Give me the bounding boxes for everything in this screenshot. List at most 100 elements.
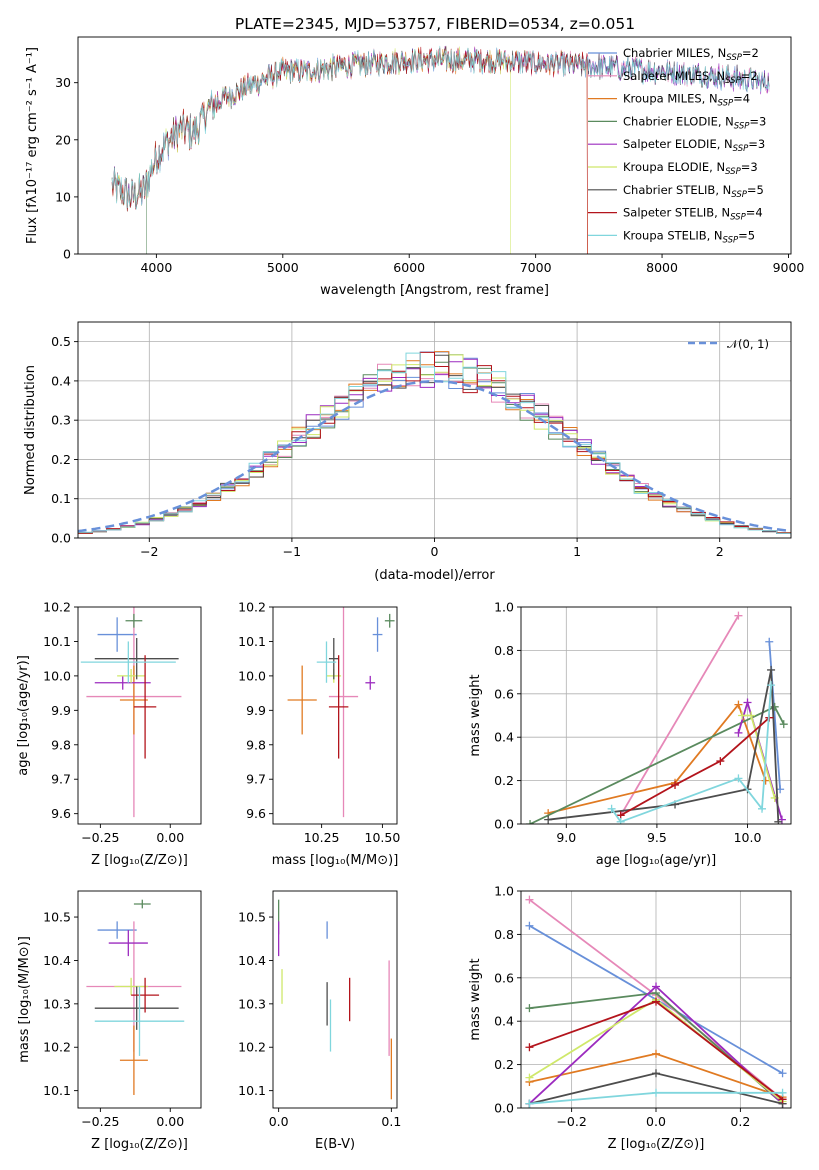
- spectrum-line-salpeter-stelib: [111, 46, 588, 254]
- panel-mass_vs_EBV: 0.0 0.1 10.1 10.2 10.3 10.4 10.5 E(B-V): [238, 890, 401, 1152]
- x-tick-label: 9.5: [647, 830, 667, 845]
- y-tick-label: 10.2: [43, 1040, 71, 1055]
- legend-entry: Chabrier MILES, NSSP=2: [623, 46, 759, 63]
- y-tick-label: 0.6: [494, 686, 514, 701]
- weight-marker: [652, 982, 660, 991]
- errorbar-salpeter-stelib: [133, 655, 157, 759]
- x-tick-label: −2: [140, 544, 158, 559]
- weight-marker: [607, 804, 616, 813]
- y-tick-label: 1.0: [494, 884, 514, 899]
- y-tick-label: 10.0: [238, 668, 266, 683]
- legend-entry: Salpeter MILES, NSSP=2: [623, 69, 758, 86]
- weight-marker: [525, 895, 534, 904]
- weight-marker: [671, 780, 680, 789]
- spectrum-legend: Chabrier MILES, NSSP=2 Salpeter MILES, NS…: [588, 46, 766, 245]
- weight-marker: [779, 720, 788, 729]
- x-tick-label: 1: [573, 544, 581, 559]
- legend-entry-normal: 𝒩(0, 1): [727, 337, 769, 351]
- x-axis-label: Z [log₁₀(Z/Z⊙)]: [608, 1137, 705, 1152]
- axes-frame: [77, 890, 202, 1109]
- y-tick-label: 9.8: [246, 737, 266, 752]
- x-tick-label: 10.50: [365, 830, 401, 845]
- weight-marker: [767, 665, 776, 674]
- panel-mass_vs_Z: −0.25 0.00 10.1 10.2 10.3 10.4 10.5 Z [log₁₀(Z/…: [17, 890, 202, 1152]
- y-tick-label: 10.1: [43, 634, 71, 649]
- x-tick-label: 0.1: [381, 1114, 401, 1129]
- weight-marker: [652, 1049, 660, 1058]
- weight-line: [619, 615, 740, 816]
- x-tick-label: 10.0: [734, 830, 762, 845]
- panel-age_vs_mass: 10.25 10.50 9.6 9.7 9.8 9.9 10.0 10.1 10.2 mass […: [238, 600, 401, 869]
- y-tick-label: 10.1: [43, 1083, 71, 1098]
- y-axis-label: Normed distribution: [23, 365, 38, 495]
- weight-marker: [716, 757, 725, 766]
- y-tick-label: 10.1: [238, 634, 266, 649]
- x-tick-label: 9000: [773, 260, 805, 275]
- axes-frame: [77, 321, 792, 539]
- x-axis-label: Z [log₁₀(Z/Z⊙)]: [91, 1137, 188, 1152]
- figure-title: PLATE=2345, MJD=53757, FIBERID=0534, z=0…: [235, 15, 635, 33]
- errorbar-chabrier-stelib: [94, 986, 179, 1030]
- axes-frame: [272, 606, 398, 825]
- legend-entry: Salpeter STELIB, NSSP=4: [623, 206, 763, 223]
- panel-spectrum: 4000 5000 6000 7000 8000 9000 0 10 20 30 Chabrier …: [25, 36, 805, 298]
- legend-entry: Salpeter ELODIE, NSSP=3: [623, 137, 765, 154]
- y-tick-label: 0.4: [51, 373, 71, 388]
- legend-entry: Chabrier ELODIE, NSSP=3: [623, 114, 766, 131]
- errorbar-kroupa-miles: [119, 1025, 148, 1095]
- y-axis-label: mass weight: [468, 674, 483, 756]
- weight-marker: [525, 1099, 534, 1108]
- x-axis-label: Z [log₁₀(Z/Z⊙)]: [91, 853, 188, 868]
- y-tick-label: 0.8: [494, 643, 514, 658]
- weight-marker: [774, 817, 783, 824]
- x-axis-label: wavelength [Angstrom, rest frame]: [320, 283, 549, 298]
- y-tick-label: 9.9: [51, 703, 71, 718]
- plot-area-age_vs_mass: [287, 607, 395, 818]
- x-tick-label: −0.25: [81, 830, 119, 845]
- weight-series-kroupa-elodie: [738, 711, 779, 802]
- weight-marker: [734, 611, 743, 620]
- y-tick-label: 10.3: [238, 996, 266, 1011]
- errorbar-kroupa-stelib: [80, 641, 176, 683]
- y-tick-label: 9.6: [51, 806, 71, 821]
- spectrum-line-kroupa-stelib: [111, 45, 770, 210]
- panel-residuals: −2 −1 0 1 2 0.0 0.1 0.2 0.3 0.4 0.5 𝒩(0, 1) (data-mo…: [23, 321, 792, 583]
- weight-marker: [734, 700, 743, 709]
- x-axis-label: E(B-V): [315, 1137, 355, 1152]
- y-tick-label: 0.4: [494, 1014, 514, 1029]
- weight-marker: [743, 698, 752, 707]
- x-tick-label: 5000: [267, 260, 299, 275]
- errorbar-chabrier-elodie: [384, 613, 395, 628]
- legend-entry: Kroupa MILES, NSSP=4: [623, 92, 750, 109]
- legend-entry: Kroupa ELODIE, NSSP=3: [623, 160, 758, 177]
- weight-marker: [765, 637, 774, 646]
- weight-marker: [758, 804, 767, 813]
- legend-entry: Kroupa STELIB, NSSP=5: [623, 228, 755, 245]
- errorbar-salpeter-elodie: [108, 930, 148, 957]
- errorbar-salpeter-stelib: [131, 977, 160, 1013]
- x-tick-label: 0.2: [730, 1114, 750, 1129]
- y-tick-label: 0.3: [51, 413, 71, 428]
- errorbar-kroupa-stelib: [94, 986, 185, 1056]
- y-tick-label: 9.7: [51, 772, 71, 787]
- x-tick-label: −0.2: [556, 1114, 586, 1129]
- y-tick-label: 10.4: [238, 953, 266, 968]
- y-tick-label: 9.6: [246, 806, 266, 821]
- weight-series-kroupa-stelib: [607, 681, 776, 824]
- weight-marker: [734, 774, 743, 783]
- y-tick-label: 10.2: [238, 1040, 266, 1055]
- y-axis-label: age [log₁₀(age/yr)]: [16, 655, 31, 776]
- errorbar-chabrier-miles: [97, 921, 137, 939]
- x-tick-label: 0: [431, 544, 439, 559]
- y-tick-label: 0.4: [494, 730, 514, 745]
- y-tick-label: 10.2: [43, 600, 71, 615]
- panel-age_vs_Z: −0.25 0.00 9.6 9.7 9.8 9.9 10.0 10.1 10.2 Z [log₁…: [16, 600, 202, 868]
- y-axis-label: Flux [fλ10⁻¹⁷ erg cm⁻² s⁻¹ A⁻¹]: [25, 47, 40, 244]
- y-tick-label: 1.0: [494, 600, 514, 615]
- y-tick-label: 10.1: [238, 1083, 266, 1098]
- weight-marker: [526, 820, 535, 824]
- y-tick-label: 10: [55, 189, 71, 204]
- plot-layer: 4000 5000 6000 7000 8000 90000102030Chabrier …: [16, 36, 805, 1152]
- weight-marker: [525, 1004, 534, 1013]
